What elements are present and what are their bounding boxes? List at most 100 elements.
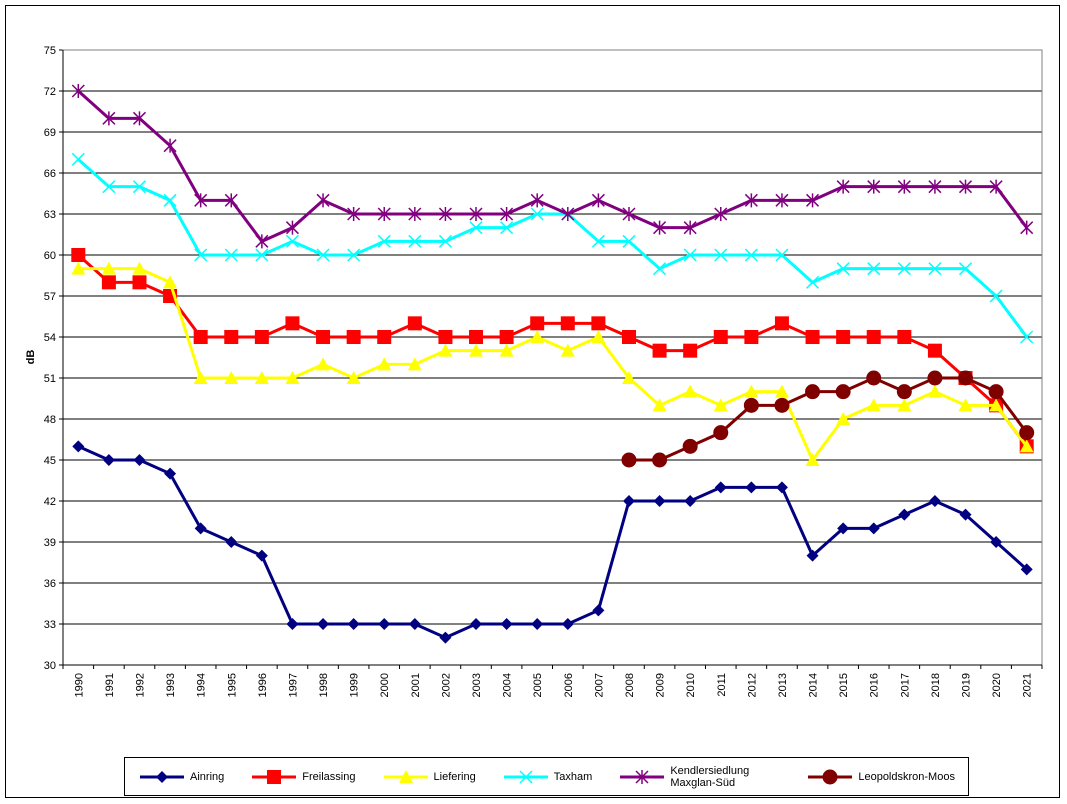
point — [592, 604, 605, 617]
point — [72, 440, 85, 453]
point — [316, 357, 331, 371]
y-tick-label: 66 — [44, 168, 56, 180]
point — [683, 248, 697, 262]
x-tick-label: 2014 — [808, 673, 820, 697]
point — [866, 330, 881, 344]
point — [378, 618, 391, 630]
point — [835, 384, 851, 400]
point — [622, 207, 636, 221]
point — [683, 343, 698, 358]
legend-icon — [140, 770, 185, 783]
x-tick-label: 2008 — [624, 673, 636, 697]
point — [407, 357, 422, 371]
point — [774, 316, 789, 331]
point — [439, 631, 452, 644]
y-tick-label: 57 — [44, 291, 56, 303]
x-tick-label: 1999 — [349, 673, 361, 697]
point — [470, 618, 483, 630]
point — [285, 234, 299, 248]
point — [225, 536, 238, 548]
y-axis-label: dB — [25, 350, 37, 365]
point — [499, 343, 514, 357]
point — [530, 316, 545, 331]
point — [836, 179, 850, 194]
point — [194, 193, 208, 208]
point — [684, 495, 697, 507]
x-tick-label: 2012 — [746, 673, 758, 697]
point — [71, 248, 86, 262]
point — [959, 508, 972, 521]
point — [806, 549, 819, 562]
x-tick-label: 2018 — [930, 673, 942, 697]
point — [377, 330, 392, 344]
point — [989, 179, 1003, 194]
series-line — [77, 158, 1028, 338]
point — [897, 262, 911, 276]
point — [713, 425, 729, 441]
point — [408, 207, 422, 221]
point — [744, 193, 758, 208]
point — [805, 453, 820, 466]
point — [224, 193, 238, 208]
point — [316, 330, 331, 344]
point — [102, 454, 115, 466]
point — [775, 248, 789, 262]
x-tick-label: 2002 — [440, 673, 452, 697]
legend-icon — [252, 769, 297, 784]
point — [1020, 330, 1034, 344]
point — [988, 384, 1004, 400]
legend-label: Leopoldskron-Moos — [858, 770, 955, 783]
point — [652, 343, 667, 358]
point — [132, 261, 147, 275]
point — [71, 152, 85, 166]
point — [560, 316, 575, 331]
point — [438, 343, 453, 357]
point — [928, 179, 942, 194]
point — [469, 343, 484, 357]
point — [989, 289, 1003, 303]
point — [1019, 439, 1034, 453]
point — [163, 138, 177, 153]
x-tick-label: 2006 — [563, 673, 575, 697]
x-tick-label: 2016 — [869, 673, 881, 697]
point — [438, 234, 452, 248]
y-tick-label: 45 — [44, 455, 56, 467]
legend-marker — [822, 769, 838, 784]
legend-icon — [503, 769, 548, 784]
point — [530, 330, 545, 343]
point — [837, 522, 850, 535]
point — [714, 207, 728, 221]
x-tick-label: 2011 — [716, 673, 728, 697]
point — [132, 180, 147, 194]
point — [591, 316, 606, 331]
point — [897, 179, 911, 194]
point — [958, 179, 973, 194]
point — [867, 262, 881, 276]
point — [836, 262, 850, 276]
y-tick-label: 69 — [44, 127, 56, 139]
point — [377, 234, 391, 248]
point — [652, 398, 667, 412]
point — [744, 384, 759, 398]
x-tick-label: 1997 — [287, 673, 299, 697]
point — [836, 412, 851, 425]
x-tick-label: 1998 — [318, 673, 330, 697]
point — [561, 207, 575, 221]
y-tick-label: 54 — [44, 332, 56, 344]
point — [896, 384, 912, 400]
point — [132, 111, 147, 126]
point — [927, 370, 943, 386]
y-tick-label: 39 — [44, 537, 56, 549]
point — [653, 495, 666, 507]
point — [653, 262, 667, 276]
point — [867, 522, 880, 535]
point — [193, 330, 208, 344]
y-tick-label: 33 — [44, 619, 56, 631]
point — [531, 618, 544, 630]
x-tick-label: 2007 — [593, 673, 605, 697]
point — [805, 384, 821, 400]
point — [101, 261, 116, 275]
point — [1019, 425, 1035, 441]
point — [621, 330, 636, 344]
point — [774, 384, 789, 398]
